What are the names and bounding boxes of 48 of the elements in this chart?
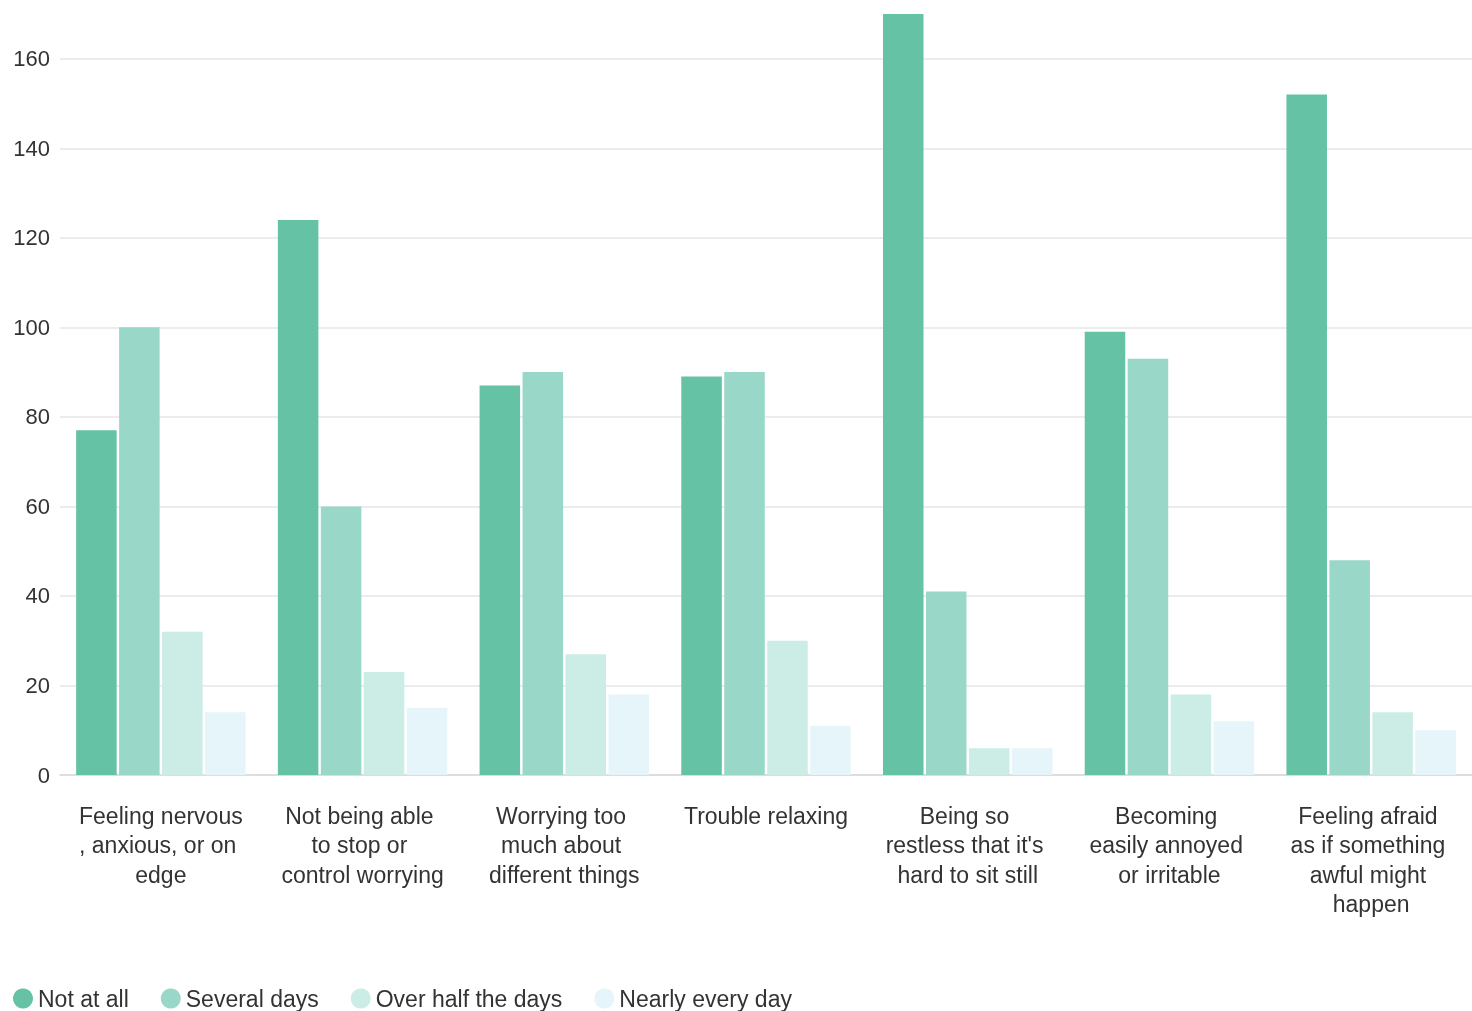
bar [1329,560,1370,775]
y-tick-label: 160 [13,46,50,72]
bar [1127,358,1169,775]
bar [1011,748,1053,775]
y-tick-label: 140 [13,135,50,161]
bar [1286,94,1327,775]
bar [363,672,405,775]
bar [767,640,808,775]
legend-label: Not at all [38,985,129,1011]
bar [119,327,160,775]
y-tick-label: 40 [25,583,50,609]
bar [1170,694,1212,775]
bar [810,725,851,775]
legend-label: Several days [185,985,319,1011]
x-tick-label: Worrying too much about different things [489,802,640,888]
bar [205,712,246,775]
y-tick-label: 80 [25,404,50,430]
x-tick-label: Feeling nervous, anxious, or on edge [79,802,243,888]
x-tick-label: Trouble relaxing [683,802,849,829]
bar [320,506,362,775]
bar [479,385,521,775]
bar [882,14,924,775]
bar [162,631,203,775]
bar [1213,721,1255,775]
y-tick-label: 60 [25,493,50,519]
bar [522,372,564,775]
y-tick-label: 0 [37,762,50,788]
bar [1415,730,1456,775]
bar [277,219,319,775]
legend-label: Nearly every day [619,985,793,1011]
bar [565,654,607,775]
bar [724,372,765,775]
bar [1372,712,1413,775]
y-tick-label: 120 [13,225,50,251]
x-tick-label: Not being able to stop or control worrying [281,802,444,888]
x-tick-label: Feeling afraid as if something awful might happen [1290,802,1452,918]
bar [608,694,650,775]
x-tick-label: Becoming easily annoyed or irritable [1089,802,1250,888]
bar [681,376,722,775]
x-tick-label: Being so restless that it's hard to sit still [885,802,1050,888]
bar [925,591,967,775]
bar [76,430,117,775]
bar [968,748,1010,775]
y-tick-label: 100 [13,314,50,340]
bar [1084,331,1126,775]
legend-label: Over half the days [375,985,563,1011]
y-tick-label: 20 [25,672,50,698]
bar [406,707,448,775]
